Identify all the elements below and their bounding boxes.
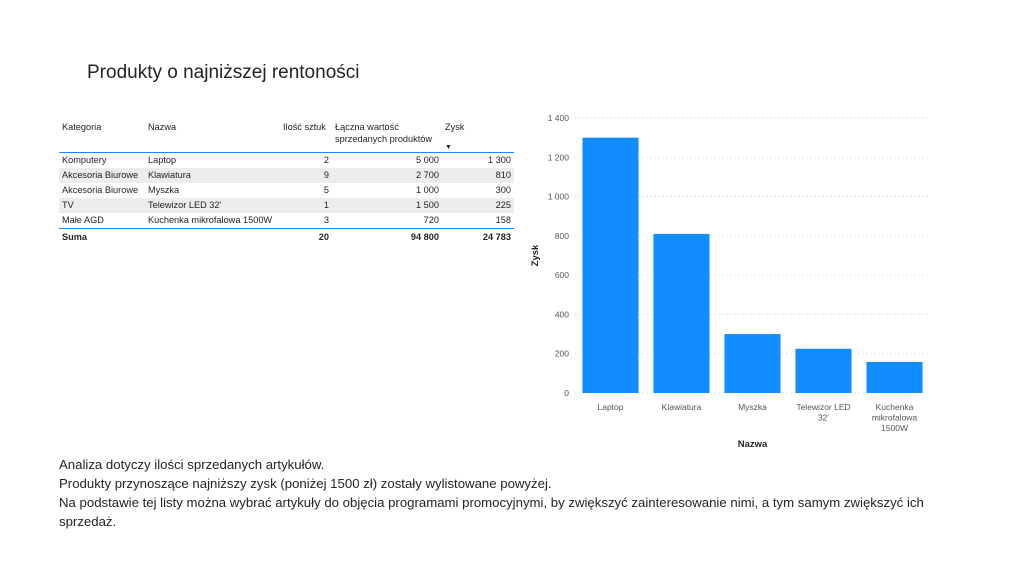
cell-ilosc: 5	[323, 185, 329, 195]
cell-zysk: 158	[495, 215, 511, 225]
y-axis-title: Zysk	[530, 244, 541, 266]
y-tick-label: 1 000	[548, 192, 570, 202]
y-tick-label: 1 400	[548, 113, 570, 123]
cell-nazwa: Kuchenka mikrofalowa 1500W	[148, 215, 273, 225]
cell-nazwa: Laptop	[148, 155, 177, 165]
y-tick-label: 800	[555, 231, 569, 241]
note-line: Na podstawie tej listy można wybrać arty…	[59, 495, 924, 529]
cell-nazwa: Myszka	[148, 185, 180, 195]
bar[interactable]	[724, 334, 781, 393]
x-tick-label: Myszka	[738, 402, 767, 412]
bar[interactable]	[582, 137, 639, 393]
x-tick-label: Klawiatura	[662, 402, 702, 412]
table-row[interactable]: TV Telewizor LED 32' 1 1 500 225	[59, 198, 514, 213]
y-tick-label: 600	[555, 270, 569, 280]
cell-zysk: 810	[442, 168, 514, 183]
column-header-zysk[interactable]: Zysk ▼	[442, 118, 514, 153]
profit-bar-chart[interactable]: 0 200 400 600 800 1 000 1 200 1 400 Laptop Klawia…	[525, 108, 945, 458]
x-tick-label: Kuchenka mikrofalowa 1500W	[872, 402, 918, 433]
x-axis-title: Nazwa	[738, 439, 768, 450]
bar[interactable]	[795, 348, 852, 393]
table-row[interactable]: Małe AGD Kuchenka mikrofalowa 1500W 3 720 15…	[59, 213, 514, 229]
chart-canvas: 0 200 400 600 800 1 000 1 200 1 400 Laptop Klawia…	[530, 113, 930, 450]
cell-ilosc: 1	[280, 198, 332, 213]
sort-descending-icon[interactable]: ▼	[445, 144, 452, 151]
total-label: Suma	[59, 228, 145, 246]
total-zysk: 24 783	[442, 228, 514, 246]
x-tick-label: Telewizor LED 32'	[796, 402, 850, 423]
y-tick-label: 200	[555, 349, 569, 359]
table-row[interactable]: Komputery Laptop 2 5 000 1 300	[59, 153, 514, 169]
cell-zysk: 225	[442, 198, 514, 213]
cell-kategoria: Komputery	[62, 155, 107, 165]
total-ilosc: 20	[280, 228, 332, 246]
analysis-note: Analiza dotyczy ilości sprzedanych artyk…	[59, 455, 964, 531]
y-tick-label: 0	[564, 388, 569, 398]
column-header-ilosc[interactable]: Ilość sztuk	[280, 118, 332, 153]
cell-wartosc: 720	[423, 215, 439, 225]
table-total-row: Suma 20 94 800 24 783	[59, 228, 514, 246]
profit-table: Kategoria Nazwa Ilość sztuk Łączna warto…	[59, 118, 514, 246]
column-header-kategoria[interactable]: Kategoria	[59, 118, 145, 153]
table-row[interactable]: Akcesoria Biurowe Klawiatura 9 2 700 810	[59, 168, 514, 183]
bar[interactable]	[866, 361, 923, 393]
cell-zysk: 1 300	[488, 155, 511, 165]
note-line: Produkty przynoszące najniższy zysk (pon…	[59, 476, 552, 491]
x-tick-label: Laptop	[598, 402, 624, 412]
cell-wartosc: 2 700	[332, 168, 442, 183]
cell-ilosc: 9	[280, 168, 332, 183]
y-tick-label: 400	[555, 309, 569, 319]
y-tick-label: 1 200	[548, 152, 570, 162]
cell-wartosc: 5 000	[416, 155, 439, 165]
total-wartosc: 94 800	[332, 228, 442, 246]
cell-zysk: 300	[495, 185, 511, 195]
cell-kategoria: Akcesoria Biurowe	[59, 168, 145, 183]
cell-kategoria: Akcesoria Biurowe	[62, 185, 139, 195]
cell-nazwa: Klawiatura	[145, 168, 280, 183]
cell-ilosc: 3	[323, 215, 329, 225]
total-empty	[145, 228, 280, 246]
cell-wartosc: 1 000	[416, 185, 439, 195]
table-header-row: Kategoria Nazwa Ilość sztuk Łączna warto…	[59, 118, 514, 153]
cell-kategoria: TV	[59, 198, 145, 213]
cell-kategoria: Małe AGD	[62, 215, 104, 225]
note-line: Analiza dotyczy ilości sprzedanych artyk…	[59, 457, 325, 472]
table-row[interactable]: Akcesoria Biurowe Myszka 5 1 000 300	[59, 183, 514, 198]
cell-ilosc: 2	[323, 155, 329, 165]
column-header-wartosc[interactable]: Łączna wartość sprzedanych produktów	[332, 118, 442, 153]
cell-wartosc: 1 500	[332, 198, 442, 213]
bar[interactable]	[653, 233, 710, 393]
page-title: Produkty o najniższej rentoności	[87, 62, 360, 83]
cell-nazwa: Telewizor LED 32'	[145, 198, 280, 213]
column-header-nazwa[interactable]: Nazwa	[145, 118, 280, 153]
